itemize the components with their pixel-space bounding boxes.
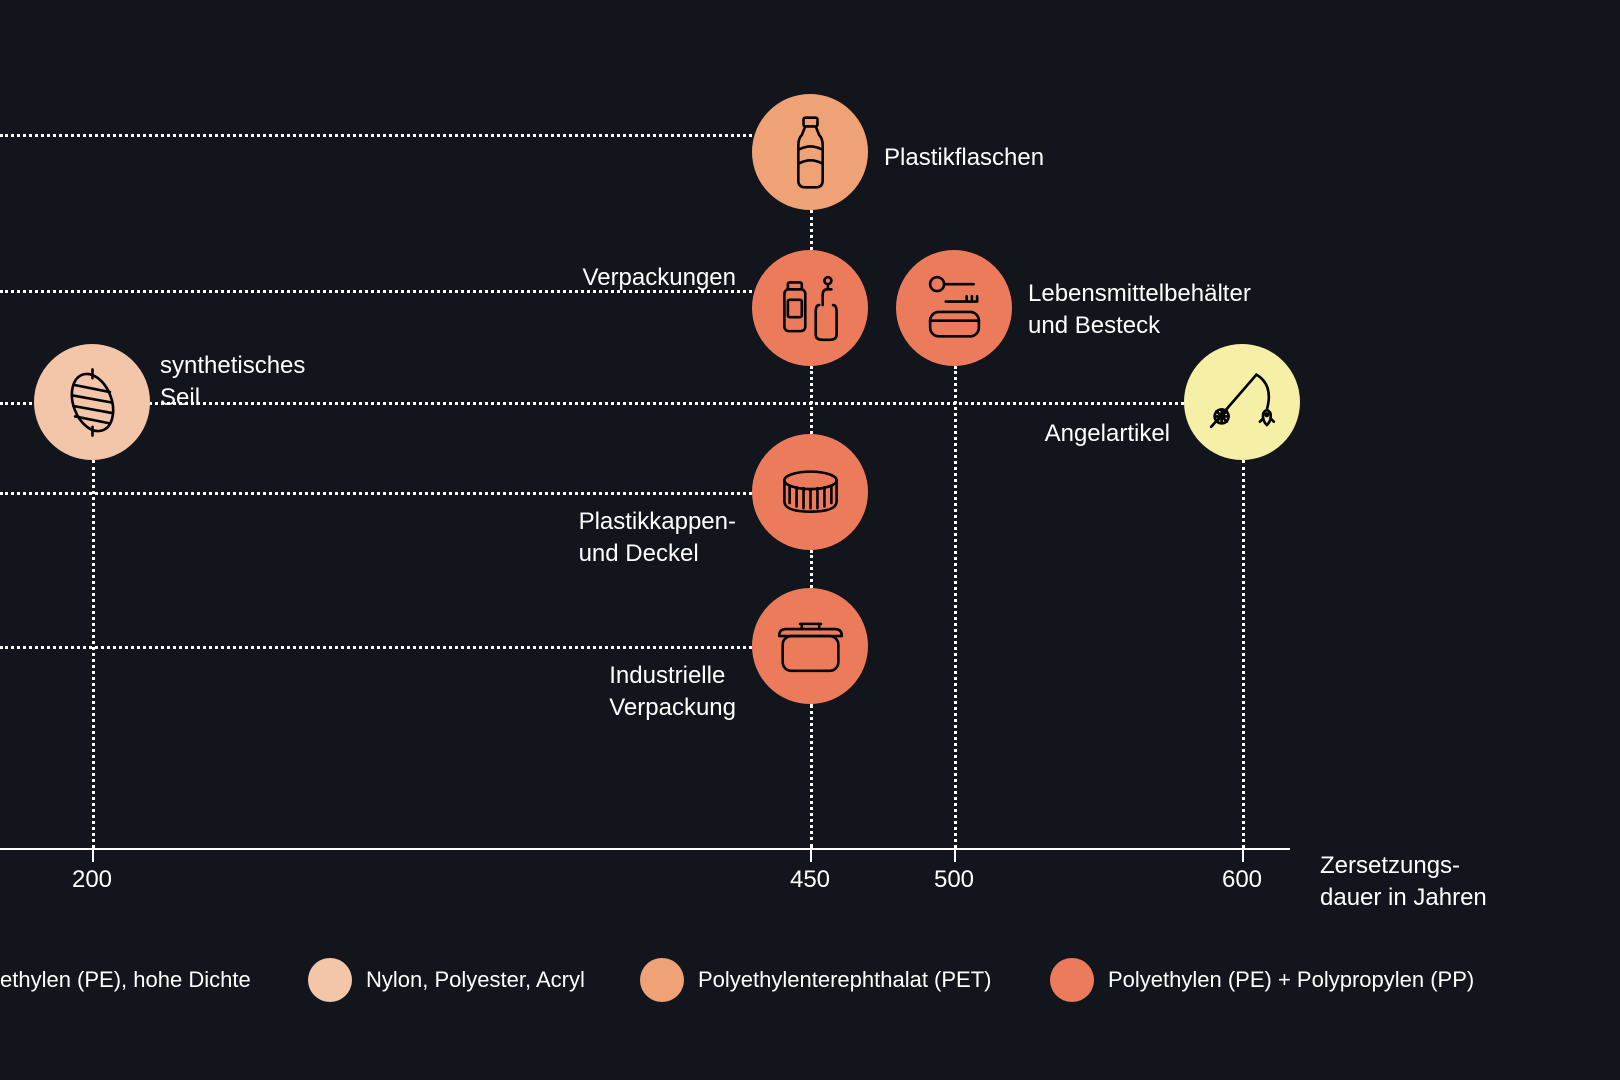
x-axis-tick-label: 450 bbox=[790, 866, 830, 894]
x-axis-tick-label: 200 bbox=[72, 866, 112, 894]
fishing-icon bbox=[1199, 359, 1286, 446]
packaging-icon bbox=[767, 265, 854, 352]
data-node-label: Plastikflaschen bbox=[884, 142, 1044, 174]
data-node-label: Angelartikel bbox=[1045, 418, 1170, 450]
guide-line-vertical bbox=[1242, 460, 1245, 848]
data-node-kappen bbox=[752, 434, 868, 550]
x-axis-tick bbox=[810, 848, 812, 862]
x-axis-tick bbox=[92, 848, 94, 862]
data-node-label: Plastikkappen- und Deckel bbox=[579, 506, 736, 571]
data-node-flaschen bbox=[752, 94, 868, 210]
legend-label: Polyethylen (PE) + Polypropylen (PP) bbox=[1108, 967, 1474, 993]
guide-line-vertical bbox=[954, 366, 957, 848]
guide-line-vertical bbox=[810, 550, 813, 588]
legend-label: Nylon, Polyester, Acryl bbox=[366, 967, 585, 993]
data-node-label: Lebensmittelbehälter und Besteck bbox=[1028, 278, 1251, 343]
legend-swatch bbox=[308, 958, 352, 1002]
guide-line-horizontal bbox=[0, 646, 752, 649]
legend-item: ethylen (PE), hohe Dichte bbox=[0, 967, 251, 993]
data-node-angel bbox=[1184, 344, 1300, 460]
data-node-seil bbox=[34, 344, 150, 460]
x-axis-tick-label: 500 bbox=[934, 866, 974, 894]
data-node-behaelter bbox=[896, 250, 1012, 366]
bottle-icon bbox=[767, 109, 854, 196]
data-node-verpackungen bbox=[752, 250, 868, 366]
data-node-industriell bbox=[752, 588, 868, 704]
guide-line-horizontal bbox=[0, 492, 752, 495]
guide-line-vertical bbox=[810, 210, 813, 250]
x-axis-tick bbox=[1242, 848, 1244, 862]
utensils-icon bbox=[911, 265, 998, 352]
legend-label: Polyethylenterephthalat (PET) bbox=[698, 967, 992, 993]
x-axis-tick-label: 600 bbox=[1222, 866, 1262, 894]
legend-swatch bbox=[640, 958, 684, 1002]
cap-icon bbox=[767, 449, 854, 536]
data-node-label: Verpackungen bbox=[583, 262, 736, 294]
guide-line-vertical bbox=[810, 704, 813, 848]
data-node-label: Industrielle Verpackung bbox=[609, 660, 736, 725]
rope-icon bbox=[49, 359, 136, 446]
legend-label: ethylen (PE), hohe Dichte bbox=[0, 967, 251, 993]
legend-item: Nylon, Polyester, Acryl bbox=[308, 958, 585, 1002]
x-axis-tick bbox=[954, 848, 956, 862]
guide-line-vertical bbox=[92, 460, 95, 848]
legend-swatch bbox=[1050, 958, 1094, 1002]
container-icon bbox=[767, 603, 854, 690]
x-axis-line bbox=[0, 848, 1290, 850]
x-axis-title: Zersetzungs- dauer in Jahren bbox=[1320, 850, 1487, 915]
guide-line-horizontal bbox=[0, 134, 752, 137]
legend-item: Polyethylen (PE) + Polypropylen (PP) bbox=[1050, 958, 1474, 1002]
data-node-label: synthetisches Seil bbox=[160, 350, 305, 415]
guide-line-vertical bbox=[810, 366, 813, 434]
chart-stage: synthetisches Seil Plastikflaschen Verpack… bbox=[0, 0, 1620, 1080]
legend-item: Polyethylenterephthalat (PET) bbox=[640, 958, 992, 1002]
